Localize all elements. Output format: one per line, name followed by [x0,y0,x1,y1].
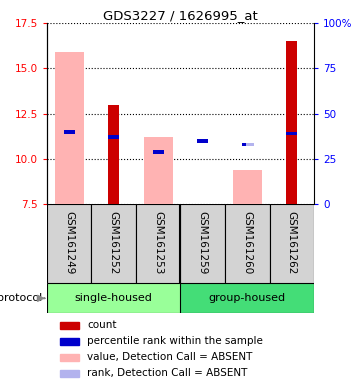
Bar [233,170,262,204]
Text: percentile rank within the sample: percentile rank within the sample [87,336,263,346]
Text: GSM161249: GSM161249 [64,211,74,274]
Bar [245,143,253,146]
Text: GSM161253: GSM161253 [153,211,163,274]
Bar [60,338,79,345]
Bar [60,370,79,377]
Text: group-housed: group-housed [209,293,286,303]
Text: rank, Detection Call = ABSENT: rank, Detection Call = ABSENT [87,369,247,379]
Text: value, Detection Call = ABSENT: value, Detection Call = ABSENT [87,353,252,362]
Bar [55,52,84,204]
Bar [144,137,173,204]
Bar [153,150,164,154]
Bar [91,204,136,283]
Bar [108,136,119,139]
Bar [180,283,314,313]
Bar [47,204,91,283]
Text: single-housed: single-housed [75,293,153,303]
Bar [242,143,253,146]
Bar [225,204,270,283]
Text: protocol: protocol [0,293,43,303]
Title: GDS3227 / 1626995_at: GDS3227 / 1626995_at [103,9,258,22]
Bar [64,130,75,134]
Bar [286,41,297,204]
Bar [47,283,180,313]
Text: GSM161252: GSM161252 [109,211,119,274]
Bar [136,204,180,283]
Text: GSM161259: GSM161259 [198,211,208,274]
Text: GSM161262: GSM161262 [287,211,297,274]
Bar [60,322,79,329]
Bar [60,354,79,361]
Bar [286,132,297,136]
Text: GSM161260: GSM161260 [242,211,252,274]
Bar [197,139,208,143]
Bar [180,204,225,283]
Text: count: count [87,320,117,330]
Bar [270,204,314,283]
Bar [108,105,119,204]
